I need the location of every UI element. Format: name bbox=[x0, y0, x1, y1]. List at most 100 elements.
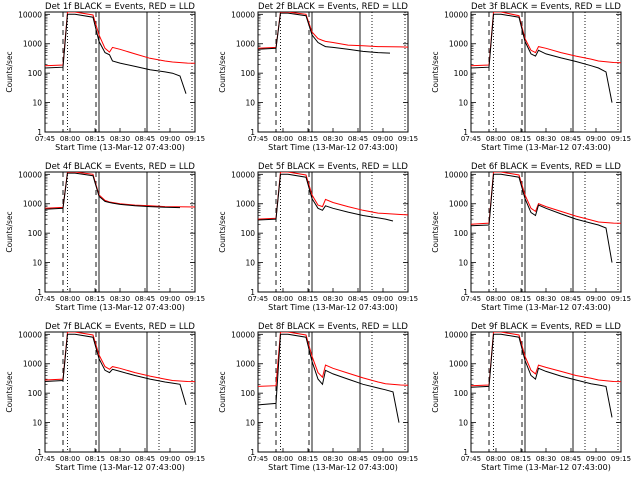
x-axis-label: Start Time (13-Mar-12 07:43:00) bbox=[481, 143, 611, 152]
x-tick-label: 08:30 bbox=[536, 455, 556, 463]
x-tick-label: 08:00 bbox=[273, 295, 293, 303]
y-axis-label: Counts/sec bbox=[218, 371, 227, 412]
chart-title: Det 1f BLACK = Events, RED = LLD bbox=[45, 2, 195, 12]
x-tick-label: 08:45 bbox=[348, 295, 368, 303]
y-tick-label: 1000 bbox=[449, 360, 468, 369]
x-tick-label: 09:15 bbox=[398, 135, 418, 143]
y-tick-label: 1 bbox=[463, 128, 468, 137]
y-tick-label: 100 bbox=[454, 229, 469, 238]
x-tick-label: 09:15 bbox=[611, 455, 631, 463]
x-tick-label: 09:00 bbox=[373, 135, 393, 143]
series-events bbox=[258, 12, 391, 54]
x-tick-label: 08:15 bbox=[298, 135, 318, 143]
detector-chart-3: Det 3f BLACK = Events, RED = LLD Counts/s… bbox=[431, 2, 631, 152]
series-lld bbox=[258, 332, 408, 387]
y-tick-label: 10000 bbox=[18, 170, 42, 179]
x-tick-label: 09:15 bbox=[185, 455, 205, 463]
y-tick-label: 100 bbox=[454, 389, 469, 398]
x-tick-label: 07:45 bbox=[248, 455, 268, 463]
chart-title: Det 6f BLACK = Events, RED = LLD bbox=[471, 162, 621, 172]
y-tick-label: 1000 bbox=[23, 40, 42, 49]
x-tick-label: 09:15 bbox=[611, 135, 631, 143]
x-tick-label: 08:15 bbox=[85, 455, 105, 463]
x-tick-label: 08:15 bbox=[511, 455, 531, 463]
y-tick-label: 100 bbox=[241, 69, 256, 78]
x-axis-label: Start Time (13-Mar-12 07:43:00) bbox=[55, 303, 185, 312]
series-events bbox=[45, 13, 187, 94]
y-tick-label: 10 bbox=[245, 259, 255, 268]
x-tick-label: 08:00 bbox=[60, 295, 80, 303]
x-tick-label: 08:00 bbox=[486, 295, 506, 303]
y-tick-label: 1 bbox=[37, 288, 42, 297]
detector-chart-7: Det 7f BLACK = Events, RED = LLD Counts/s… bbox=[5, 322, 205, 472]
series-events bbox=[471, 173, 613, 263]
y-tick-label: 10 bbox=[458, 259, 468, 268]
y-tick-label: 1000 bbox=[449, 40, 468, 49]
y-tick-label: 10000 bbox=[18, 10, 42, 19]
x-tick-label: 08:45 bbox=[561, 135, 581, 143]
series-lld bbox=[471, 12, 621, 67]
x-tick-label: 09:00 bbox=[373, 295, 393, 303]
y-tick-label: 1 bbox=[37, 448, 42, 457]
x-tick-label: 09:00 bbox=[160, 455, 180, 463]
x-tick-label: 08:45 bbox=[135, 295, 155, 303]
y-tick-label: 10000 bbox=[444, 10, 468, 19]
x-tick-label: 07:45 bbox=[248, 135, 268, 143]
y-tick-label: 100 bbox=[28, 69, 43, 78]
y-tick-label: 100 bbox=[28, 229, 43, 238]
series-events bbox=[471, 333, 613, 418]
y-axis-label: Counts/sec bbox=[431, 371, 440, 412]
x-tick-label: 08:30 bbox=[110, 455, 130, 463]
y-axis-label: Counts/sec bbox=[5, 371, 14, 412]
x-tick-label: 08:15 bbox=[298, 455, 318, 463]
x-tick-label: 08:15 bbox=[85, 135, 105, 143]
x-axis-label: Start Time (13-Mar-12 07:43:00) bbox=[268, 303, 398, 312]
chart-title: Det 9f BLACK = Events, RED = LLD bbox=[471, 322, 621, 332]
chart-title: Det 8f BLACK = Events, RED = LLD bbox=[258, 322, 408, 332]
x-tick-label: 07:45 bbox=[461, 135, 481, 143]
series-lld bbox=[45, 332, 195, 383]
chart-title: Det 4f BLACK = Events, RED = LLD bbox=[45, 162, 195, 172]
x-tick-label: 09:15 bbox=[185, 295, 205, 303]
x-tick-label: 09:15 bbox=[611, 295, 631, 303]
x-tick-label: 08:00 bbox=[60, 455, 80, 463]
y-tick-label: 10000 bbox=[444, 330, 468, 339]
y-tick-label: 1 bbox=[250, 128, 255, 137]
detector-chart-8: Det 8f BLACK = Events, RED = LLD Counts/s… bbox=[218, 322, 418, 472]
x-tick-label: 07:45 bbox=[461, 295, 481, 303]
y-tick-label: 10000 bbox=[444, 170, 468, 179]
series-lld bbox=[258, 12, 408, 49]
x-tick-label: 08:45 bbox=[561, 455, 581, 463]
y-tick-label: 1000 bbox=[236, 360, 255, 369]
y-tick-label: 10000 bbox=[231, 330, 255, 339]
chart-title: Det 2f BLACK = Events, RED = LLD bbox=[258, 2, 408, 12]
x-tick-label: 08:45 bbox=[135, 135, 155, 143]
x-tick-label: 09:00 bbox=[586, 295, 606, 303]
y-tick-label: 1 bbox=[463, 288, 468, 297]
x-axis-label: Start Time (13-Mar-12 07:43:00) bbox=[55, 463, 185, 472]
series-events bbox=[258, 333, 400, 423]
detector-chart-2: Det 2f BLACK = Events, RED = LLD Counts/s… bbox=[218, 2, 418, 152]
x-tick-label: 08:45 bbox=[135, 455, 155, 463]
y-axis-label: Counts/sec bbox=[5, 211, 14, 252]
y-tick-label: 10 bbox=[458, 99, 468, 108]
x-tick-label: 08:30 bbox=[110, 295, 130, 303]
detector-chart-6: Det 6f BLACK = Events, RED = LLD Counts/s… bbox=[431, 162, 631, 312]
y-tick-label: 10 bbox=[32, 99, 42, 108]
y-tick-label: 10 bbox=[32, 259, 42, 268]
x-tick-label: 08:30 bbox=[323, 135, 343, 143]
y-tick-label: 1000 bbox=[236, 200, 255, 209]
x-tick-label: 08:00 bbox=[273, 455, 293, 463]
x-tick-label: 07:45 bbox=[35, 455, 55, 463]
series-events bbox=[471, 13, 613, 103]
chart-title: Det 5f BLACK = Events, RED = LLD bbox=[258, 162, 408, 172]
x-tick-label: 08:30 bbox=[323, 295, 343, 303]
series-lld bbox=[471, 172, 621, 225]
y-axis-label: Counts/sec bbox=[218, 51, 227, 92]
y-tick-label: 1 bbox=[250, 448, 255, 457]
x-tick-label: 09:00 bbox=[160, 295, 180, 303]
x-tick-label: 09:00 bbox=[160, 135, 180, 143]
x-tick-label: 09:15 bbox=[185, 135, 205, 143]
series-lld bbox=[45, 172, 195, 209]
detector-chart-4: Det 4f BLACK = Events, RED = LLD Counts/s… bbox=[5, 162, 205, 312]
